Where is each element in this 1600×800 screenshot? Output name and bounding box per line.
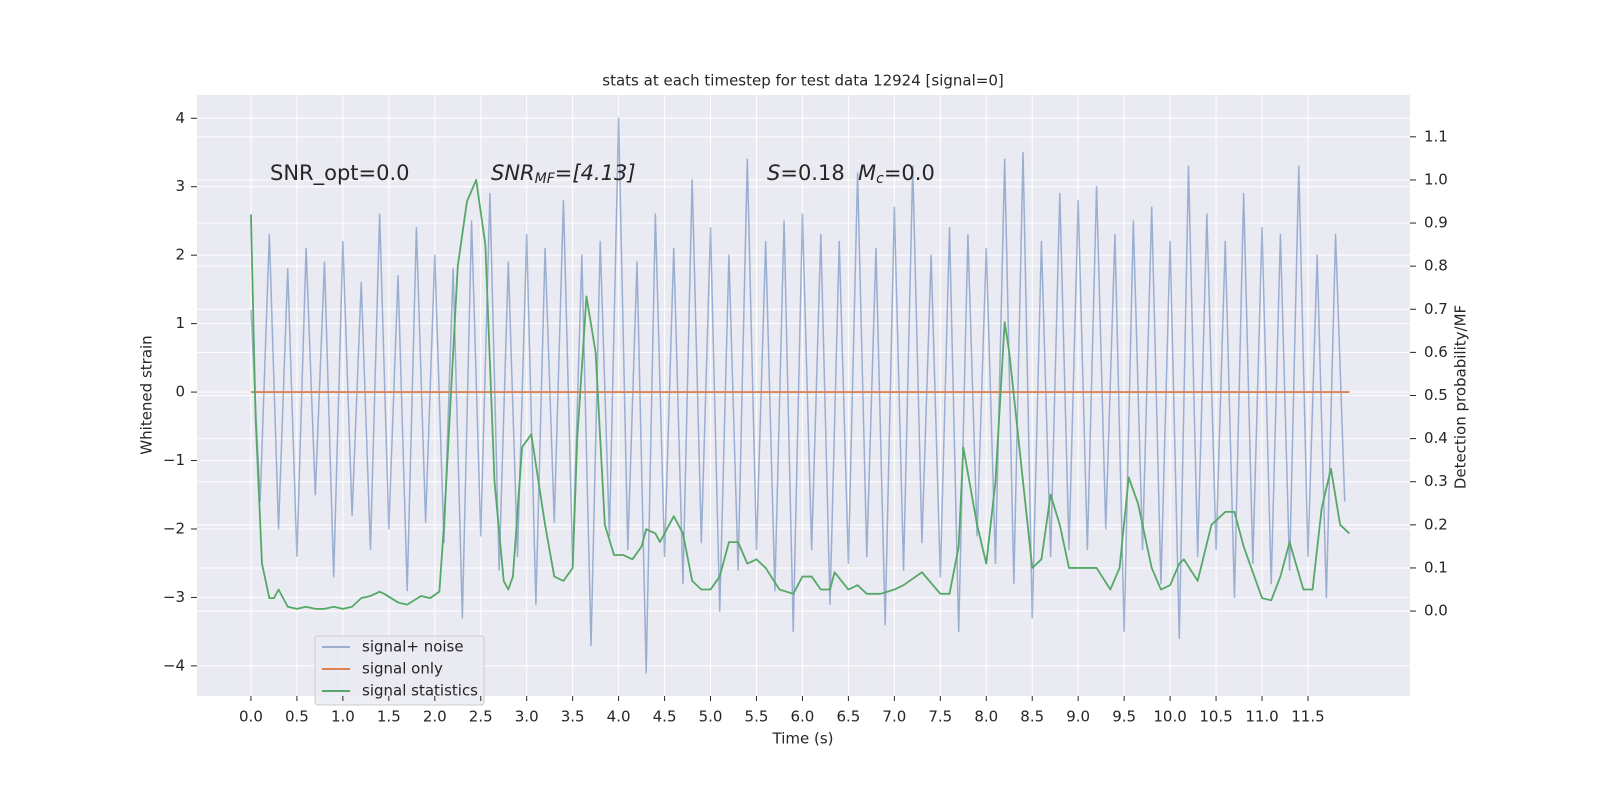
annotation: Mc=0.0: [858, 161, 935, 187]
x-tick-label: 0.5: [285, 708, 309, 726]
x-tick-label: 5.0: [699, 708, 723, 726]
x-tick-label: 11.0: [1245, 708, 1278, 726]
annotation: S=0.18: [767, 161, 845, 185]
legend: signal+ noise signal only signal statistic…: [314, 635, 485, 706]
x-tick-label: 0.0: [239, 708, 263, 726]
y2-tick-label: 0.0: [1424, 602, 1448, 620]
series-line: [250, 117, 1346, 674]
y-axis-label: Whitened strain: [138, 335, 156, 454]
x-tick-label: 5.5: [745, 708, 769, 726]
x-tick-label: 8.5: [1020, 708, 1044, 726]
y-tick-label: 4: [175, 109, 185, 127]
y2-tick-label: 1.0: [1424, 170, 1448, 188]
y2-tick-label: 0.1: [1424, 558, 1448, 576]
y2-tick-label: 0.8: [1424, 257, 1448, 275]
annotation-part: =0.18: [780, 161, 844, 185]
annotation-part: MF: [535, 171, 556, 187]
x-tick-label: 1.0: [331, 708, 355, 726]
x-tick-label: 1.5: [377, 708, 401, 726]
x-tick-label: 4.0: [607, 708, 631, 726]
y2-axis-label: Detection probability/MF: [1452, 305, 1470, 489]
y2-tick-label: 0.7: [1424, 300, 1448, 318]
annotation: SNRMF=[4.13]: [491, 161, 636, 187]
legend-label: signal statistics: [362, 682, 478, 700]
y2-tick-label: 0.4: [1424, 429, 1448, 447]
annotation-part: =[4.13]: [555, 161, 636, 185]
x-tick-label: 7.0: [882, 708, 906, 726]
y2-tick-label: 0.2: [1424, 515, 1448, 533]
x-tick-label: 6.0: [791, 708, 815, 726]
x-tick-label: 7.5: [928, 708, 952, 726]
x-tick-label: 6.5: [836, 708, 860, 726]
y-tick-label: −2: [163, 519, 185, 537]
x-tick-label: 10.0: [1153, 708, 1186, 726]
x-tick-label: 8.0: [974, 708, 998, 726]
x-tick-label: 3.0: [515, 708, 539, 726]
y2-tick-label: 0.9: [1424, 214, 1448, 232]
chart-title: stats at each timestep for test data 129…: [602, 72, 1003, 90]
y2-tick-label: 0.3: [1424, 472, 1448, 490]
x-tick-label: 2.0: [423, 708, 447, 726]
x-axis-label: Time (s): [772, 730, 834, 748]
annotation-part: =0.0: [884, 161, 935, 185]
y-tick-label: 1: [175, 314, 185, 332]
annotation-part: M: [858, 161, 876, 185]
x-tick-label: 4.5: [653, 708, 677, 726]
legend-label: signal+ noise: [362, 638, 464, 656]
y-tick-label: −4: [163, 656, 185, 674]
x-tick-label: 3.5: [561, 708, 585, 726]
y-tick-label: −3: [163, 588, 185, 606]
y-tick-label: 2: [175, 246, 185, 264]
x-tick-label: 9.5: [1112, 708, 1136, 726]
series-line: [250, 179, 1350, 610]
y-tick-label: 0: [175, 383, 185, 401]
annotation-part: SNR: [491, 161, 535, 185]
annotation-part: c: [876, 171, 884, 187]
x-tick-label: 2.5: [469, 708, 493, 726]
annotation: SNR_opt=0.0: [270, 161, 410, 186]
y2-tick-label: 1.1: [1424, 127, 1448, 145]
y2-tick-label: 0.5: [1424, 386, 1448, 404]
y-tick-label: 3: [175, 177, 185, 195]
legend-label: signal only: [362, 660, 443, 678]
x-tick-label: 11.5: [1291, 708, 1324, 726]
legend-box: [314, 635, 485, 706]
y2-tick-label: 0.6: [1424, 343, 1448, 361]
x-tick-label: 9.0: [1066, 708, 1090, 726]
annotation-part: S: [767, 161, 780, 185]
y-tick-label: −1: [163, 451, 185, 469]
x-tick-label: 10.5: [1199, 708, 1232, 726]
